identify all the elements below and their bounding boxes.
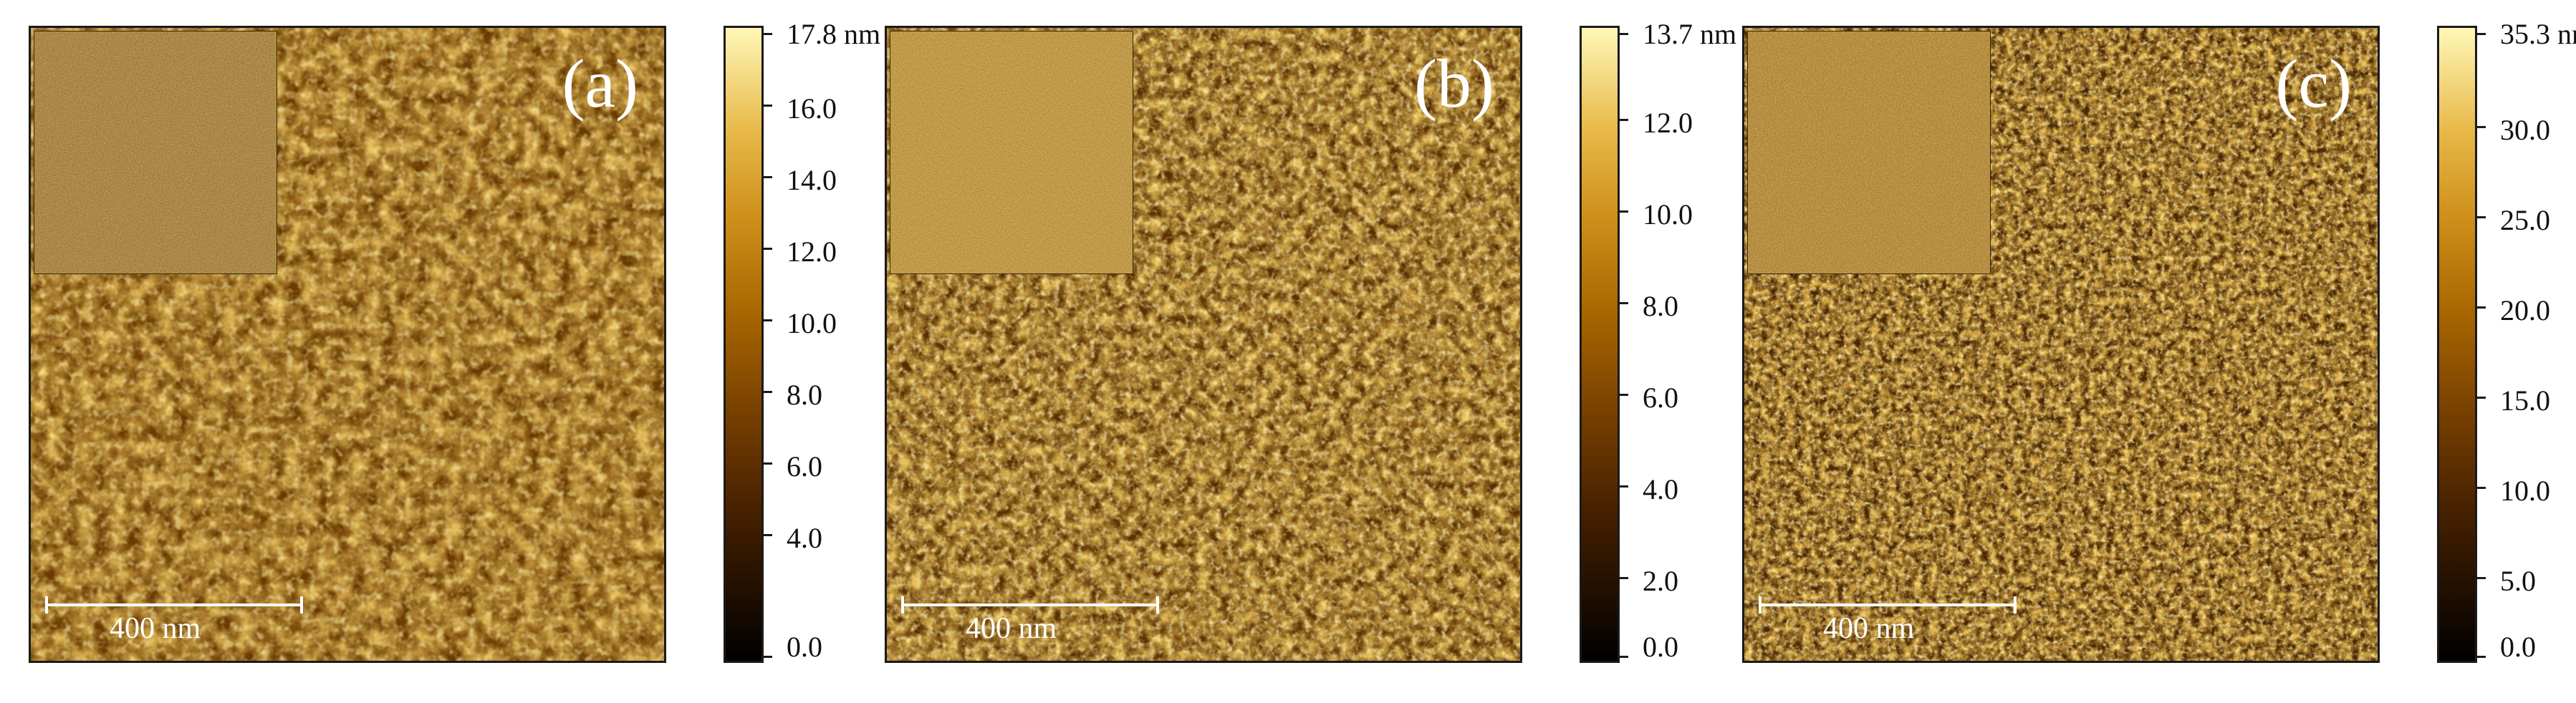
colorbar-max-label: 17.8 nm — [787, 18, 881, 50]
colorbar-tick — [1620, 485, 1628, 488]
colorbar-tick-label: 6.0 — [787, 450, 822, 483]
colorbar-tick-label: 4.0 — [1643, 473, 1678, 505]
scale-bar-label: 400 nm — [110, 612, 201, 645]
colorbar-tick-label: 20.0 — [2500, 294, 2550, 326]
colorbar-max-label: 13.7 nm — [1643, 18, 1737, 50]
colorbar-tick — [764, 656, 772, 658]
colorbar-tick — [1620, 210, 1628, 213]
colorbar-tick-label: 16.0 — [787, 92, 837, 125]
colorbar-max-label: 35.3 nm — [2500, 18, 2576, 50]
colorbar — [1580, 26, 1620, 663]
colorbar-tick — [764, 534, 772, 536]
colorbar-tick-label: 0.0 — [2500, 631, 2536, 663]
phase-inset-c — [1747, 31, 1991, 274]
colorbar — [724, 26, 764, 663]
colorbar-tick-label: 0.0 — [787, 631, 822, 663]
colorbar-tick-label: 10.0 — [2500, 475, 2550, 507]
scale-bar-label: 400 nm — [966, 612, 1057, 645]
scale-bar — [45, 593, 303, 615]
colorbar-tick — [764, 105, 772, 107]
colorbar-tick — [764, 462, 772, 465]
colorbar-tick-label: 8.0 — [1643, 290, 1678, 322]
scale-bar — [901, 593, 1159, 615]
colorbar-tick-label: 25.0 — [2500, 204, 2550, 236]
colorbar-tick — [764, 176, 772, 178]
colorbar-tick-label: 0.0 — [1643, 631, 1678, 663]
panel-label: (b) — [1414, 45, 1494, 122]
colorbar-tick — [764, 248, 772, 250]
colorbar-tick — [1620, 33, 1628, 35]
colorbar-tick-label: 12.0 — [1643, 107, 1693, 139]
colorbar-tick — [2477, 487, 2486, 489]
colorbar-tick — [2477, 126, 2486, 128]
colorbar-tick-label: 30.0 — [2500, 114, 2550, 146]
colorbar-tick-label: 15.0 — [2500, 384, 2550, 417]
colorbar-tick — [1620, 394, 1628, 396]
colorbar-tick — [764, 319, 772, 321]
colorbar-tick — [2477, 656, 2486, 658]
colorbar-tick — [764, 33, 772, 35]
colorbar-tick-label: 6.0 — [1643, 382, 1678, 414]
panel-a: (a) 400 nm 17.8 nm 16.0 14.0 12.0 10.0 8… — [29, 20, 888, 670]
afm-height-image-b: (b) 400 nm — [885, 26, 1522, 663]
colorbar-tick — [2477, 397, 2486, 399]
phase-inset-a — [34, 31, 277, 274]
afm-height-image-c: (c) 400 nm — [1742, 26, 2380, 663]
panel-label: (a) — [562, 45, 638, 122]
panel-b: (b) 400 nm 13.7 nm 12.0 10.0 8.0 6.0 4.0… — [885, 20, 1744, 670]
colorbar-tick — [2477, 216, 2486, 218]
colorbar-tick — [1620, 119, 1628, 121]
colorbar-tick-label: 4.0 — [787, 522, 822, 554]
colorbar-tick — [764, 391, 772, 393]
phase-inset-b — [890, 31, 1133, 274]
colorbar-tick-label: 10.0 — [1643, 198, 1693, 231]
colorbar-tick-label: 2.0 — [1643, 565, 1678, 597]
afm-height-image-a: (a) 400 nm — [29, 26, 666, 663]
colorbar-tick-label: 5.0 — [2500, 565, 2536, 597]
panel-label: (c) — [2275, 45, 2352, 122]
colorbar-tick — [2477, 33, 2486, 35]
colorbar-tick-label: 12.0 — [787, 236, 837, 268]
scale-bar — [1759, 593, 2017, 615]
colorbar-tick-label: 8.0 — [787, 379, 822, 411]
colorbar-tick-label: 14.0 — [787, 164, 837, 196]
colorbar-tick — [2477, 306, 2486, 309]
scale-bar-label: 400 nm — [1823, 612, 1915, 645]
colorbar-tick — [1620, 577, 1628, 579]
panel-c: (c) 400 nm 35.3 nm 30.0 25.0 20.0 15.0 1… — [1742, 20, 2576, 670]
colorbar-tick — [1620, 656, 1628, 658]
colorbar-tick — [1620, 302, 1628, 304]
colorbar-tick — [2477, 577, 2486, 579]
colorbar-tick-label: 10.0 — [787, 307, 837, 339]
colorbar — [2437, 26, 2477, 663]
